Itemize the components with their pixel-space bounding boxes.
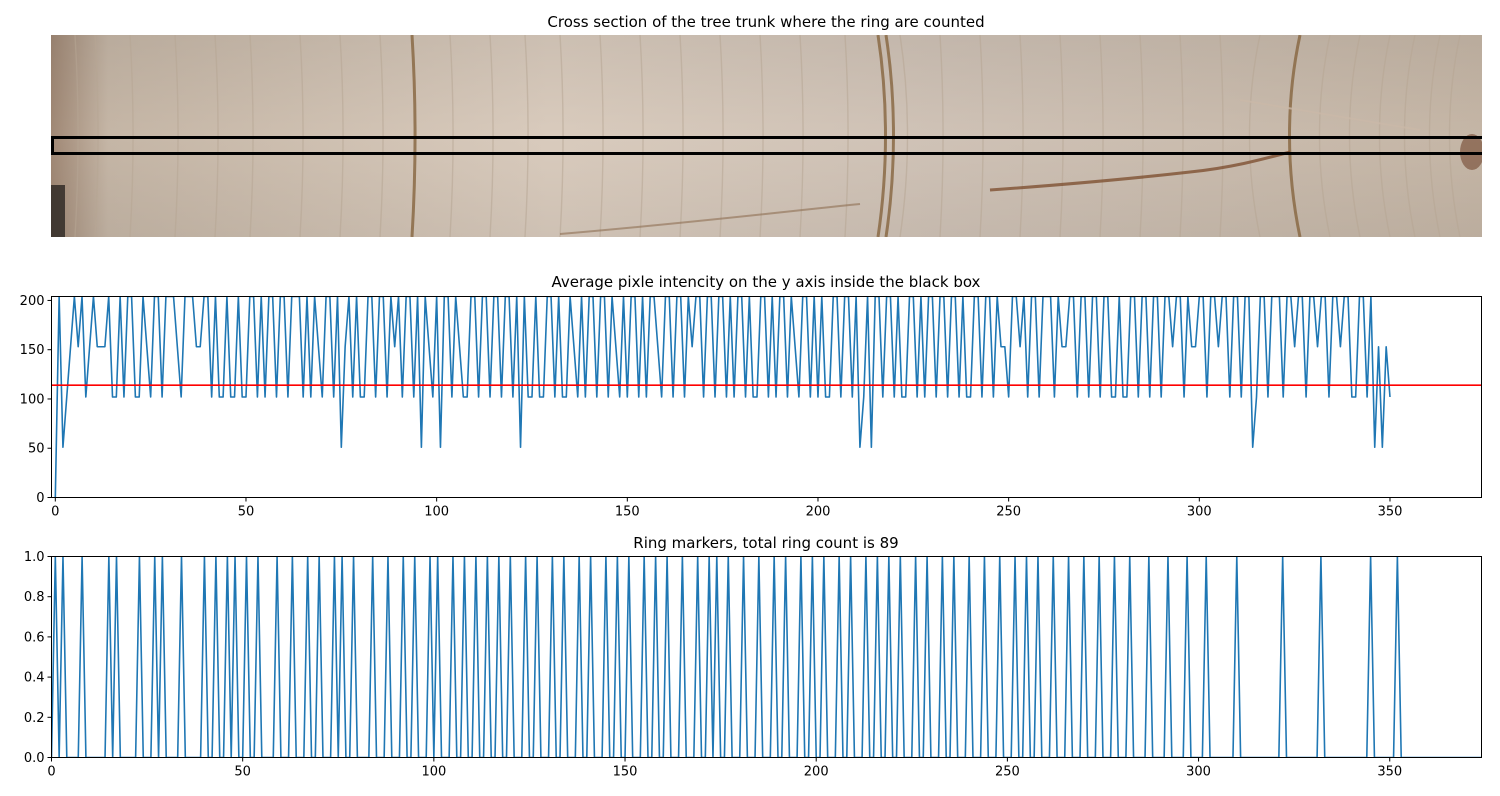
x-tick-label: 200 — [806, 505, 831, 520]
wood-ring-line — [939, 35, 944, 237]
wood-ring-line — [799, 35, 804, 237]
x-tick-label: 0 — [47, 765, 55, 780]
wood-ring-line — [884, 35, 895, 237]
ring-marker-chart: Ring markers, total ring count is 89 0 50… — [24, 534, 1482, 780]
wood-ring-line — [299, 35, 304, 237]
intensity-chart-title: Average pixle intencity on the y axis in… — [552, 273, 981, 291]
wood-ring-line — [1248, 35, 1261, 237]
wood-ring-line — [759, 35, 764, 237]
x-tick-label: 250 — [995, 765, 1020, 780]
wood-ring-line — [410, 35, 417, 237]
intensity-series-line — [54, 296, 1391, 498]
wood-ring-line — [599, 35, 604, 237]
trunk-image — [51, 35, 1482, 237]
wood-ring-line — [1318, 35, 1331, 237]
x-tick-label: 100 — [424, 505, 449, 520]
x-tick-label: 0 — [51, 505, 59, 520]
x-tick-label: 250 — [996, 505, 1021, 520]
wood-ring-line — [249, 35, 254, 237]
wood-ring-line — [449, 35, 454, 237]
wood-ring-line — [979, 35, 984, 237]
wood-ring-line — [1288, 35, 1302, 237]
ring-marker-series-line — [51, 556, 1482, 758]
wood-ring-line — [214, 35, 219, 237]
wood-ring-line — [1099, 35, 1104, 237]
trunk-image-title: Cross section of the tree trunk where th… — [547, 13, 984, 31]
sample-box — [51, 136, 1482, 155]
x-tick-label: 150 — [613, 765, 638, 780]
x-tick-label: 50 — [238, 505, 255, 520]
y-tick-label: 200 — [20, 294, 45, 309]
wood-ring-line — [1139, 35, 1144, 237]
wood-ring-line — [559, 35, 564, 237]
wood-ring-line — [1448, 35, 1461, 237]
ring-marker-chart-title: Ring markers, total ring count is 89 — [633, 534, 898, 552]
y-tick-label: 0.4 — [24, 671, 45, 686]
wood-ring-line — [876, 35, 887, 237]
wood-ring-line — [1019, 35, 1024, 237]
x-tick-label: 50 — [234, 765, 251, 780]
wood-crack-lower — [559, 203, 861, 235]
x-tick-label: 300 — [1186, 765, 1211, 780]
wood-ring-line — [1059, 35, 1064, 237]
y-tick-label: 50 — [28, 442, 45, 457]
wood-ring-line — [1403, 35, 1416, 237]
ring-marker-chart-ticks: 0 50 100 150 200 250 300 350 0.0 0.2 0.4 0.6 0.8 1.0 — [24, 550, 1402, 780]
y-tick-label: 0.2 — [24, 711, 45, 726]
ring-marker-chart-frame — [51, 556, 1482, 758]
wood-ring-line — [74, 35, 79, 237]
dark-bark-corner — [51, 185, 65, 237]
wood-ring-line — [174, 35, 179, 237]
wood-ring-line — [379, 35, 384, 237]
wood-ring-line — [679, 35, 684, 237]
y-tick-label: 150 — [20, 343, 45, 358]
wood-crack-upper — [1239, 99, 1421, 131]
wood-ring-line — [489, 35, 494, 237]
wood-ring-line — [1378, 35, 1391, 237]
intensity-chart-ticks: 0 50 100 150 200 250 300 350 0 50 100 150 200 — [20, 294, 1403, 520]
wood-ring-line — [719, 35, 724, 237]
y-tick-label: 1.0 — [24, 550, 45, 565]
x-tick-label: 350 — [1378, 505, 1403, 520]
x-tick-label: 200 — [804, 765, 829, 780]
wood-ring-line — [1179, 35, 1184, 237]
wood-ring-line — [844, 35, 849, 237]
wood-ring-line — [639, 35, 644, 237]
wood-ring-line — [899, 35, 909, 237]
wood-ring-line — [339, 35, 344, 237]
wood-ring-line — [1428, 35, 1441, 237]
wood-ring-line — [1348, 35, 1361, 237]
intensity-chart: Average pixle intencity on the y axis in… — [20, 273, 1482, 520]
trunk-image-panel: Cross section of the tree trunk where th… — [51, 13, 1482, 237]
y-tick-label: 0 — [36, 491, 44, 506]
wood-crack — [989, 150, 1291, 192]
x-tick-label: 100 — [421, 765, 446, 780]
wood-ring-line — [524, 35, 529, 237]
x-tick-label: 350 — [1377, 765, 1402, 780]
y-tick-label: 0.0 — [24, 751, 45, 766]
wood-ring-line — [1219, 35, 1224, 237]
y-tick-label: 0.8 — [24, 590, 45, 605]
wood-ring-line — [94, 35, 99, 237]
x-tick-label: 300 — [1187, 505, 1212, 520]
intensity-chart-frame — [51, 296, 1482, 498]
x-tick-label: 150 — [615, 505, 640, 520]
wood-ring-lines — [74, 35, 1461, 237]
y-tick-label: 0.6 — [24, 630, 45, 645]
wood-ring-line — [129, 35, 134, 237]
y-tick-label: 100 — [20, 392, 45, 407]
